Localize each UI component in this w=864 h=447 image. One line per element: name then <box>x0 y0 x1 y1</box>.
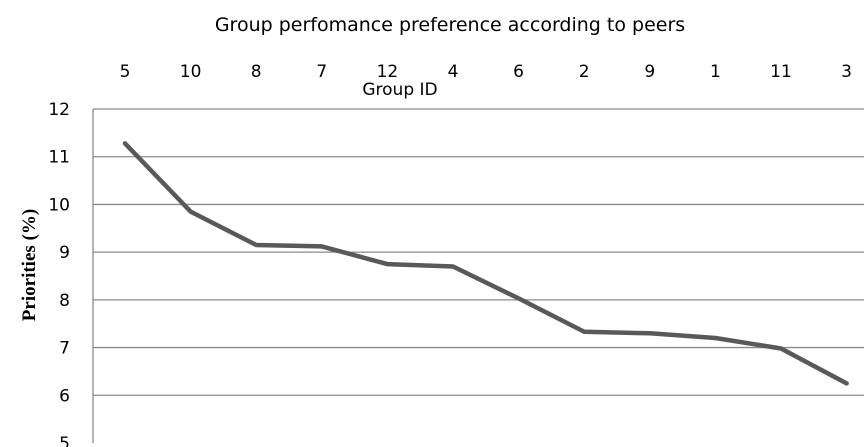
y-tick-label: 5 <box>59 434 70 447</box>
x-tick-label: 10 <box>180 62 202 82</box>
chart-title: Group perfomance preference according to… <box>215 14 685 36</box>
y-tick-label: 6 <box>59 386 70 406</box>
y-tick-label: 10 <box>48 195 70 215</box>
x-tick-label: 2 <box>579 62 590 82</box>
x-axis-label: Group ID <box>362 80 437 100</box>
y-tick-labels: 5 6 7 8 9 10 11 12 <box>48 100 70 447</box>
y-tick-label: 12 <box>48 100 70 120</box>
y-axis-label: Priorities (%) <box>19 209 40 321</box>
x-tick-label: 6 <box>513 62 524 82</box>
y-tick-label: 11 <box>48 148 70 168</box>
x-tick-label: 1 <box>710 62 721 82</box>
x-tick-label: 4 <box>448 62 459 82</box>
x-tick-label: 9 <box>644 62 655 82</box>
series-line <box>122 141 849 386</box>
y-tick-label: 8 <box>59 291 70 311</box>
x-tick-label: 12 <box>377 62 399 82</box>
y-tick-label: 9 <box>59 243 70 263</box>
x-tick-labels: 5 10 8 7 12 4 6 2 9 1 11 3 <box>120 62 852 82</box>
y-tick-label: 7 <box>59 339 70 359</box>
x-tick-label: 5 <box>120 62 131 82</box>
x-tick-label: 8 <box>251 62 262 82</box>
x-tick-label: 11 <box>770 62 792 82</box>
x-tick-label: 3 <box>841 62 852 82</box>
gridlines <box>93 108 864 396</box>
x-tick-label: 7 <box>316 62 327 82</box>
